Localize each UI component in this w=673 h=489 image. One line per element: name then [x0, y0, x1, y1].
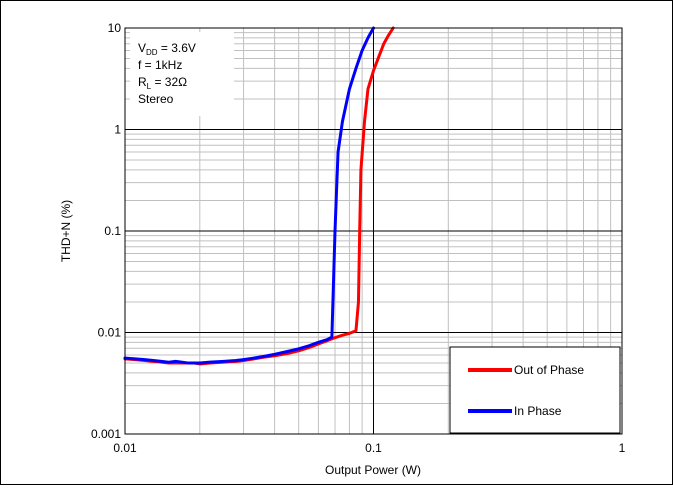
annotation-line-vdd: VDD = 3.6V — [138, 41, 196, 57]
plot-border — [124, 27, 623, 435]
legend: Out of Phase In Phase — [449, 346, 621, 434]
conditions-annotation: VDD = 3.6V f = 1kHz RL = 32Ω Stereo — [130, 32, 234, 116]
series-line-in-phase — [123, 26, 375, 365]
annotation-mode-main: Stereo — [138, 92, 174, 106]
annotation-line-mode: Stereo — [138, 92, 174, 106]
y-axis-label: THD+N (%) — [59, 200, 73, 262]
x-tick-labels: 0.01 0.1 1 — [113, 441, 625, 455]
series-line-out-of-phase — [123, 26, 395, 366]
legend-box — [449, 346, 621, 434]
y-tick-labels: 0.001 0.01 0.1 1 10 — [91, 21, 121, 441]
y-tick-label: 10 — [108, 21, 122, 35]
annotation-vdd-sub: DD — [146, 48, 158, 57]
x-tick-label: 0.01 — [113, 441, 137, 455]
annotation-rl-rest: = 32Ω — [151, 75, 187, 89]
series-layer — [123, 26, 395, 366]
annotation-rl-sub: L — [147, 82, 152, 91]
annotation-vdd-main: V — [138, 41, 146, 55]
legend-label-in-phase: In Phase — [514, 404, 562, 418]
x-axis-label: Output Power (W) — [325, 463, 421, 477]
annotation-vdd-rest: = 3.6V — [158, 41, 196, 55]
annotation-rl-main: R — [138, 75, 147, 89]
annotation-box — [130, 32, 234, 116]
annotation-line-freq: f = 1kHz — [138, 58, 182, 72]
y-tick-label: 0.01 — [98, 326, 122, 340]
x-tick-label: 0.1 — [365, 441, 382, 455]
y-tick-label: 0.001 — [91, 427, 121, 441]
x-tick-label: 1 — [619, 441, 626, 455]
legend-label-out-of-phase: Out of Phase — [514, 363, 584, 377]
annotation-freq-main: f = 1kHz — [138, 58, 182, 72]
annotation-line-rl: RL = 32Ω — [138, 75, 187, 91]
y-tick-label: 1 — [114, 123, 121, 137]
y-tick-label: 0.1 — [104, 224, 121, 238]
